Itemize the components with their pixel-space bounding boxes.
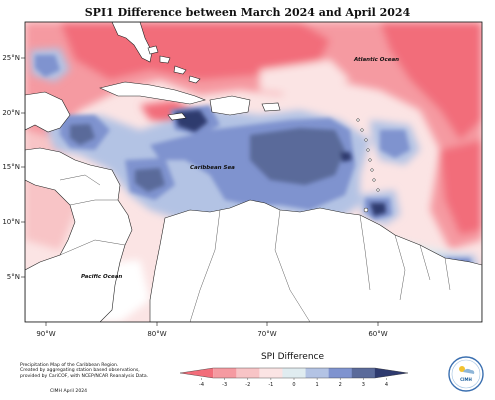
colorbar-segment bbox=[213, 368, 237, 378]
spi-field bbox=[25, 22, 482, 322]
lon-tick-90w: 90°W bbox=[36, 330, 55, 338]
logo-text: CIMH bbox=[460, 377, 472, 382]
latitude-ticks: 25°N 20°N 15°N 10°N 5°N bbox=[2, 54, 25, 281]
credit-line: provided by CariCOF, with NCEP/NCAR Rean… bbox=[20, 373, 149, 379]
map-frame bbox=[24, 21, 483, 323]
lon-tick-70w: 70°W bbox=[257, 330, 276, 338]
pacific-ocean-label: Pacific Ocean bbox=[81, 274, 122, 280]
credit-line: Created by aggregating station based obs… bbox=[20, 368, 140, 374]
colorbar-outline bbox=[179, 367, 409, 379]
colorbar-tick-label: 0 bbox=[292, 382, 295, 388]
colorbar-tick-label: 3 bbox=[362, 382, 365, 388]
caribbean-sea-label: Caribbean Sea bbox=[190, 165, 235, 171]
lat-tick-15n: 15°N bbox=[2, 163, 20, 171]
colorbar-tick-label: 1 bbox=[316, 382, 319, 388]
colorbar-tick-label: -3 bbox=[222, 382, 227, 388]
colorbar-segment bbox=[374, 368, 408, 378]
land bbox=[25, 22, 482, 322]
colorbar-tick-label: -1 bbox=[268, 382, 273, 388]
map-title: SPI1 Difference between March 2024 and A… bbox=[84, 6, 411, 19]
colorbar-tick-label: -2 bbox=[245, 382, 250, 388]
lat-tick-20n: 20°N bbox=[2, 109, 20, 117]
lat-tick-10n: 10°N bbox=[2, 218, 20, 226]
lat-tick-5n: 5°N bbox=[7, 273, 20, 281]
colorbar-segment bbox=[282, 368, 306, 378]
atlantic-ocean-label: Atlantic Ocean bbox=[353, 57, 399, 63]
colorbar-segment bbox=[180, 368, 214, 378]
colorbar-segment bbox=[351, 368, 376, 378]
colorbar-tick-label: 2 bbox=[339, 382, 342, 388]
colorbar-segment bbox=[305, 368, 329, 378]
cimh-logo: CIMH bbox=[447, 355, 485, 393]
credit-line: Precipitation Map of the Caribbean Regio… bbox=[20, 363, 119, 368]
colorbar-tick-label: 4 bbox=[385, 382, 388, 388]
longitude-ticks: 90°W 80°W 70°W 60°W bbox=[36, 322, 388, 338]
spi-colorbar: -4 -3 -2 -1 0 1 2 3 4 bbox=[179, 367, 409, 388]
lon-tick-60w: 60°W bbox=[368, 330, 387, 338]
colorbar-segment bbox=[259, 368, 283, 378]
colorbar-segment bbox=[328, 368, 353, 378]
lat-tick-25n: 25°N bbox=[2, 54, 20, 62]
date-stamp: CIMH April 2024 bbox=[50, 389, 88, 394]
colorbar-segment bbox=[236, 368, 260, 378]
credit-text: Precipitation Map of the Caribbean Regio… bbox=[20, 363, 170, 379]
colorbar-tick-label: -4 bbox=[199, 382, 204, 388]
legend-title: SPI Difference bbox=[260, 352, 325, 362]
lon-tick-80w: 80°W bbox=[147, 330, 166, 338]
